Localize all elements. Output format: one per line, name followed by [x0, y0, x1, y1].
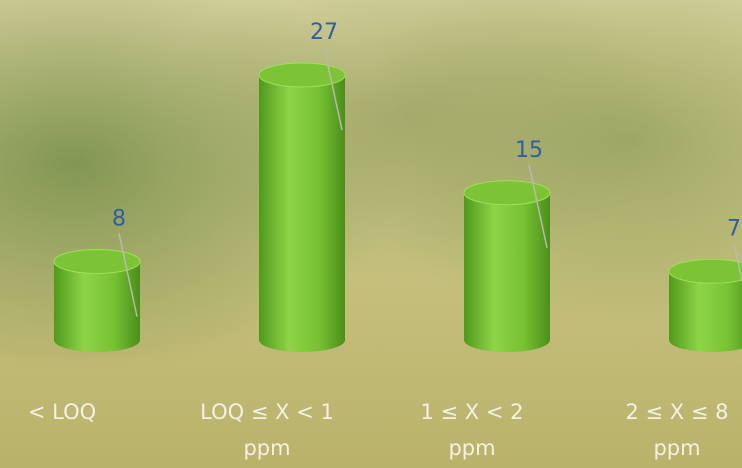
value-label: 8 [112, 206, 126, 231]
bar [54, 261, 140, 352]
value-label: 15 [515, 138, 543, 163]
bar [259, 75, 345, 352]
chart: 8 27 15 7 < LOQ LOQ ≤ X < 1 ppm 1 ≤ X < 2 ppm… [0, 0, 742, 468]
bar-top [669, 259, 742, 283]
value-label: 27 [310, 20, 338, 45]
x-tick-label: < LOQ [0, 394, 137, 430]
x-tick-label: 1 ≤ X < 2 ppm [397, 394, 547, 466]
x-tick-label: 2 ≤ X ≤ 8 ppm [602, 394, 742, 466]
x-tick-label: LOQ ≤ X < 1 ppm [192, 394, 342, 466]
bar [464, 193, 550, 352]
value-label: 7 [727, 216, 741, 241]
